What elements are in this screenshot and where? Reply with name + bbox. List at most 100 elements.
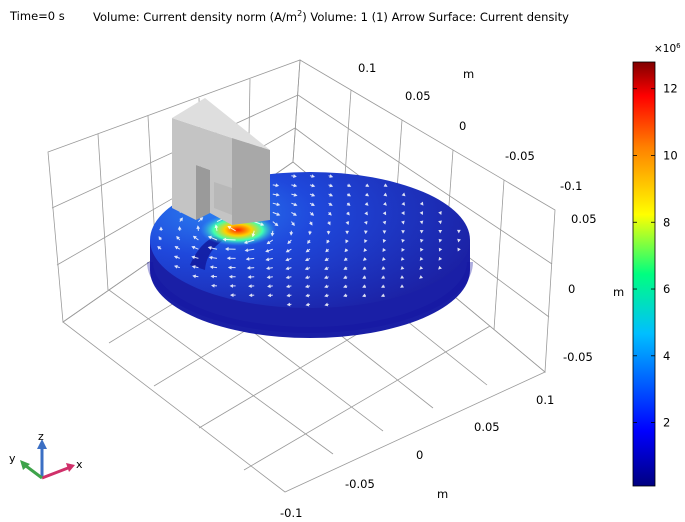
current-arrow-head bbox=[382, 220, 387, 225]
x-tick-0: -0.1 bbox=[280, 506, 302, 520]
z-tick-0: 0.05 bbox=[571, 212, 597, 226]
current-arrow-head bbox=[346, 202, 351, 206]
x-tick-1: -0.05 bbox=[345, 477, 375, 491]
y-tick-1: 0.05 bbox=[405, 89, 431, 103]
current-arrow-head bbox=[176, 235, 180, 240]
current-arrow-head bbox=[230, 293, 234, 298]
current-arrow-head bbox=[401, 247, 405, 252]
current-arrow-head bbox=[438, 256, 443, 261]
current-arrow-head bbox=[327, 211, 332, 216]
magnet bbox=[172, 98, 270, 225]
current-arrow-head bbox=[346, 211, 350, 216]
triad-z-arrow bbox=[37, 439, 47, 449]
current-arrow-head bbox=[401, 238, 405, 243]
current-arrow-head bbox=[324, 266, 329, 270]
current-arrow-head bbox=[343, 266, 348, 270]
colorbar-tick-label: 2 bbox=[663, 416, 670, 430]
current-arrow-head bbox=[438, 265, 442, 270]
current-arrow-head bbox=[226, 256, 231, 261]
current-arrow-head bbox=[285, 275, 290, 280]
z-tick-2: -0.05 bbox=[563, 350, 593, 364]
current-arrow-head bbox=[248, 293, 253, 298]
current-arrow-head bbox=[304, 257, 309, 262]
current-arrow-head bbox=[260, 222, 265, 226]
current-arrow-head bbox=[324, 257, 329, 261]
current-arrow-head bbox=[401, 220, 405, 225]
current-arrow-head bbox=[214, 224, 219, 229]
current-arrow-head bbox=[211, 283, 215, 288]
current-arrow-head bbox=[246, 266, 251, 270]
current-arrow-head bbox=[383, 201, 387, 206]
current-arrow-head bbox=[438, 247, 443, 252]
current-arrow-head bbox=[309, 221, 313, 226]
current-arrow-head bbox=[400, 266, 405, 270]
current-arrow-head bbox=[364, 239, 368, 244]
current-arrow-head bbox=[363, 230, 368, 235]
y-tick-4: -0.1 bbox=[560, 179, 582, 193]
current-arrow-head bbox=[311, 183, 316, 188]
current-arrow-head bbox=[363, 248, 368, 253]
current-arrow-head bbox=[362, 257, 367, 261]
current-arrow-head bbox=[285, 284, 290, 289]
triad-x-arrow bbox=[66, 463, 75, 472]
current-arrow-head bbox=[324, 302, 329, 307]
current-arrow-head bbox=[265, 257, 270, 262]
current-arrow-head bbox=[293, 193, 298, 197]
current-arrow-head bbox=[419, 265, 424, 270]
current-arrow-head bbox=[266, 275, 271, 280]
current-arrow-head bbox=[457, 247, 461, 252]
current-arrow-head bbox=[419, 211, 424, 216]
current-arrow-head bbox=[304, 275, 309, 280]
current-arrow-head bbox=[275, 183, 280, 188]
current-arrow-head bbox=[365, 183, 370, 187]
current-arrow-head bbox=[293, 174, 297, 178]
axis-triad: z x y bbox=[9, 430, 83, 480]
plot-description: Volume: Current density norm (A/m2) Volu… bbox=[93, 9, 569, 24]
y-tick-0: 0.1 bbox=[358, 61, 376, 75]
current-arrow-head bbox=[308, 231, 312, 236]
current-arrow-head bbox=[267, 293, 272, 298]
colorbar-tick-label: 10 bbox=[663, 148, 678, 162]
x-unit-label: m bbox=[437, 487, 448, 501]
current-arrow-head bbox=[324, 284, 328, 289]
current-arrow-head bbox=[329, 183, 334, 188]
current-arrow-head bbox=[419, 275, 424, 279]
current-arrow-head bbox=[401, 192, 406, 197]
current-arrow-head bbox=[270, 232, 275, 237]
current-arrow-head bbox=[400, 256, 405, 261]
current-arrow-head bbox=[364, 202, 369, 206]
current-arrow-head bbox=[209, 265, 214, 269]
current-arrow-head bbox=[329, 174, 334, 178]
y-tick-2: 0 bbox=[459, 119, 466, 133]
current-arrow-head bbox=[274, 222, 279, 227]
current-arrow-head bbox=[174, 265, 178, 269]
current-arrow-head bbox=[382, 211, 387, 216]
current-arrow-head bbox=[362, 284, 367, 288]
current-arrow-head bbox=[457, 238, 461, 243]
current-arrow-head bbox=[310, 212, 315, 216]
x-tick-3: 0.05 bbox=[474, 420, 500, 434]
current-arrow-head bbox=[286, 293, 291, 298]
current-arrow-head bbox=[419, 201, 424, 206]
current-arrow-head bbox=[287, 240, 292, 245]
current-arrow-head bbox=[438, 211, 442, 215]
current-arrow-head bbox=[365, 192, 370, 197]
current-arrow-head bbox=[343, 257, 348, 261]
current-arrow-head bbox=[286, 302, 291, 307]
current-arrow-head bbox=[305, 302, 310, 307]
current-arrow-head bbox=[438, 238, 443, 243]
colorbar-tick-label: 8 bbox=[663, 215, 670, 229]
current-arrow-head bbox=[276, 202, 281, 207]
current-arrow-head bbox=[199, 217, 204, 221]
current-arrow-head bbox=[324, 293, 328, 298]
current-arrow-head bbox=[382, 230, 387, 234]
current-arrow-head bbox=[382, 239, 387, 244]
current-arrow-head bbox=[364, 211, 368, 216]
current-arrow-head bbox=[381, 284, 386, 288]
triad-y-label: y bbox=[9, 452, 16, 465]
current-arrow-head bbox=[381, 266, 386, 270]
current-arrow-head bbox=[327, 221, 331, 226]
colorbar: ×106 12 10 8 6 4 2 bbox=[632, 42, 681, 487]
current-arrow-head bbox=[245, 256, 250, 261]
